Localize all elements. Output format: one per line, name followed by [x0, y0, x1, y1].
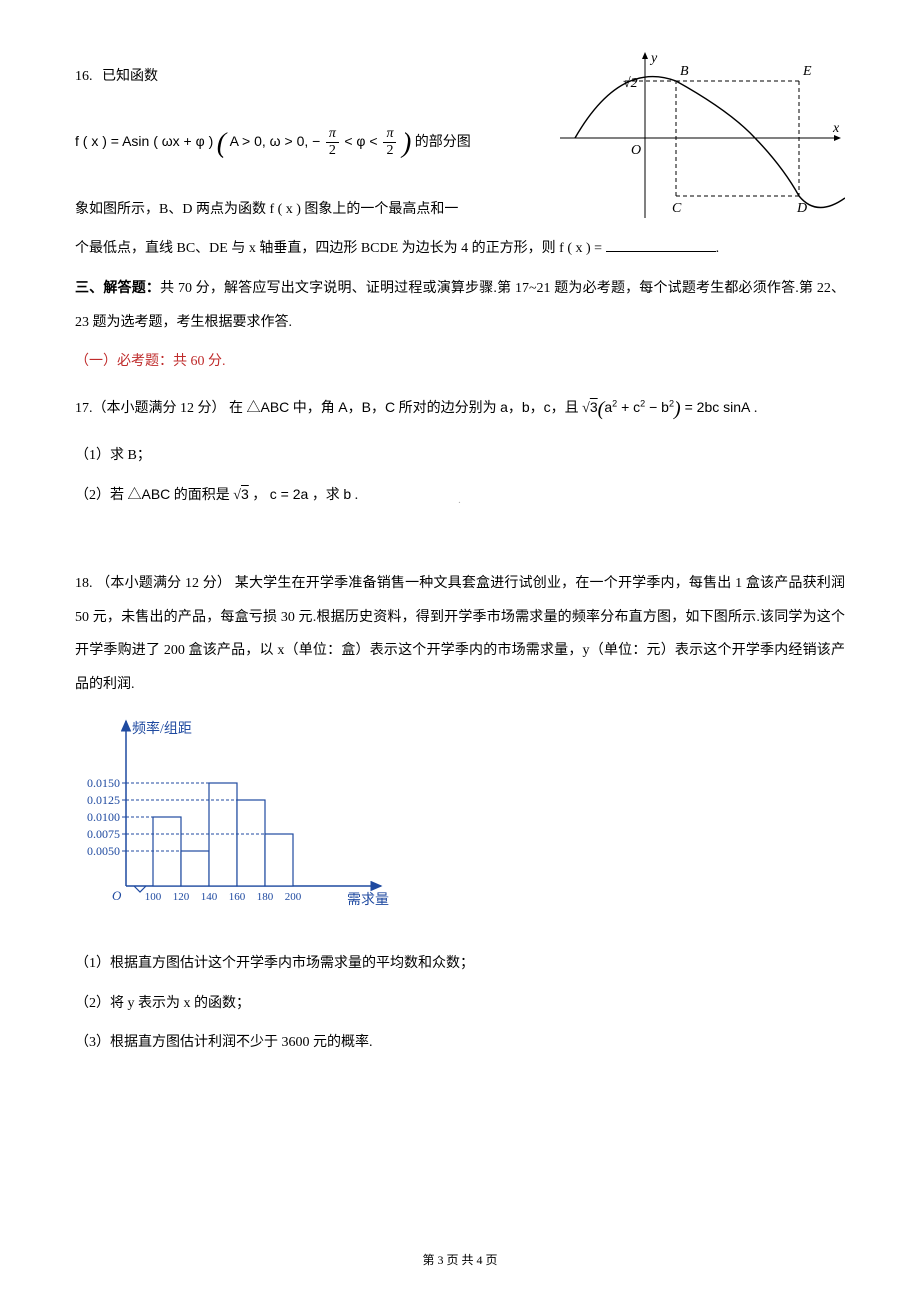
q18-body: 18. （本小题满分 12 分） 某大学生在开学季准备销售一种文具套盒进行试创业…	[75, 567, 845, 701]
q17-l1c: 所对的边分别为	[395, 401, 500, 416]
frac-pi-2-b: π 2	[383, 126, 396, 158]
frac-den: 2	[383, 143, 396, 158]
q18-p1: （1）根据直方图估计这个开学季内市场需求量的平均数和众数；	[75, 947, 845, 981]
histogram: O 频率/组距需求量 0.0150 0.0125 0.0100 0.0075 0.0050 1…	[81, 711, 845, 935]
svg-text:C: C	[672, 201, 682, 216]
q17-period: .	[750, 401, 757, 416]
svg-text:B: B	[680, 64, 689, 79]
spacer	[75, 519, 845, 567]
section3-title: 三、解答题：	[75, 281, 160, 296]
svg-text:D: D	[796, 201, 807, 216]
section3-sub: （一）必考题：共 60 分.	[75, 345, 845, 379]
q18-p2: （2）将 y 表示为 x 的函数；	[75, 987, 845, 1021]
svg-text:180: 180	[257, 891, 274, 903]
svg-text:0.0100: 0.0100	[87, 810, 120, 824]
q16-after-formula: 的部分图	[415, 135, 471, 150]
q16-line3: 个最低点，直线 BC、DE 与 x 轴垂直，四边形 BCDE 为边长为 4 的正…	[75, 232, 845, 266]
svg-text:√2: √2	[623, 76, 638, 91]
svg-text:140: 140	[201, 891, 218, 903]
q17-p2e: .	[351, 488, 358, 503]
open-paren-icon: (	[217, 128, 226, 159]
q17-l1b: 中，角	[289, 401, 338, 416]
q16-cond2: < φ <	[344, 133, 381, 149]
svg-text:0.0075: 0.0075	[87, 827, 120, 841]
q17-rhs: 2bc sinA	[697, 399, 751, 415]
q17-expr: a2 + c2 − b2	[604, 399, 674, 415]
svg-text:120: 120	[173, 891, 190, 903]
answer-blank	[606, 238, 716, 252]
frac-num: π	[326, 126, 339, 142]
q17-sqrt3-radicand: 3	[590, 399, 598, 415]
q17-abc2: ABC	[142, 486, 171, 502]
function-graph-svg: √2 Oy x B E C D	[555, 48, 845, 223]
watermark: ·	[458, 490, 463, 516]
svg-text:0.0150: 0.0150	[87, 776, 120, 790]
q17-line1: 17.（本小题满分 12 分） 在 △ABC 中，角 A，B，C 所对的边分别为…	[75, 385, 845, 433]
section3-rest: 共 70 分，解答应写出文字说明、证明过程或演算步骤.第 17~21 题为必考题…	[75, 281, 845, 330]
svg-text:160: 160	[229, 891, 246, 903]
q18-p3: （3）根据直方图估计利润不少于 3600 元的概率.	[75, 1026, 845, 1060]
frac-pi-2-a: π 2	[326, 126, 339, 158]
svg-text:y: y	[649, 51, 658, 66]
svg-text:x: x	[832, 121, 840, 136]
q16-cond1: A > 0, ω > 0, −	[230, 133, 321, 149]
q17-bvar: b	[343, 486, 351, 502]
histogram-svg: O 频率/组距需求量 0.0150 0.0125 0.0100 0.0075 0.0050 1…	[81, 711, 411, 921]
sqrt-icon-2: √	[233, 488, 241, 503]
q17-c2a: c = 2a	[270, 486, 309, 502]
q17-sqrt3b-rad: 3	[241, 486, 249, 502]
svg-text:0.0125: 0.0125	[87, 793, 120, 807]
q16-intro-text: 已知函数	[102, 69, 158, 84]
svg-text:频率/组距: 频率/组距	[132, 720, 192, 737]
q17-p2c: ，	[249, 488, 270, 503]
q16-line3b: .	[716, 241, 720, 256]
close-paren-icon: )	[402, 128, 411, 159]
frac-num: π	[383, 126, 396, 142]
q17-p2d: ，求	[308, 488, 343, 503]
svg-text:O: O	[112, 888, 122, 903]
q16-fx: f ( x ) = Asin ( ωx + φ )	[75, 133, 213, 149]
q16-line2-text: 象如图所示，B、D 两点为函数 f ( x ) 图象上的一个最高点和一	[75, 202, 458, 217]
svg-text:200: 200	[285, 891, 302, 903]
q16-line3a: 个最低点，直线 BC、DE 与 x 轴垂直，四边形 BCDE 为边长为 4 的正…	[75, 241, 606, 256]
q17-l1d: ，且	[551, 401, 583, 416]
q17-abc: ABC	[261, 399, 290, 415]
svg-text:需求量: 需求量	[347, 892, 389, 908]
svg-text:100: 100	[145, 891, 162, 903]
q17-p2b: 的面积是	[170, 488, 233, 503]
svg-text:E: E	[802, 64, 812, 79]
section3-heading: 三、解答题：共 70 分，解答应写出文字说明、证明过程或演算步骤.第 17~21…	[75, 272, 845, 339]
q16-number: 16.	[75, 69, 93, 84]
sqrt-icon: √	[582, 401, 590, 416]
svg-text:0.0050: 0.0050	[87, 844, 120, 858]
svg-text:O: O	[631, 143, 641, 158]
q17-p1: （1）求 B；	[75, 439, 845, 473]
q17-eq: =	[681, 399, 697, 415]
page-footer: 第 3 页 共 4 页	[0, 1246, 920, 1275]
frac-den: 2	[326, 143, 339, 158]
close-paren2-icon: )	[674, 398, 681, 420]
q17-sides: a，b，c	[500, 399, 551, 415]
function-graph: √2 Oy x B E C D	[555, 48, 845, 237]
q17-l1a: 17.（本小题满分 12 分） 在 △	[75, 401, 261, 416]
q17-angles: A，B，C	[338, 399, 395, 415]
q17-p2a: （2）若 △	[75, 488, 142, 503]
